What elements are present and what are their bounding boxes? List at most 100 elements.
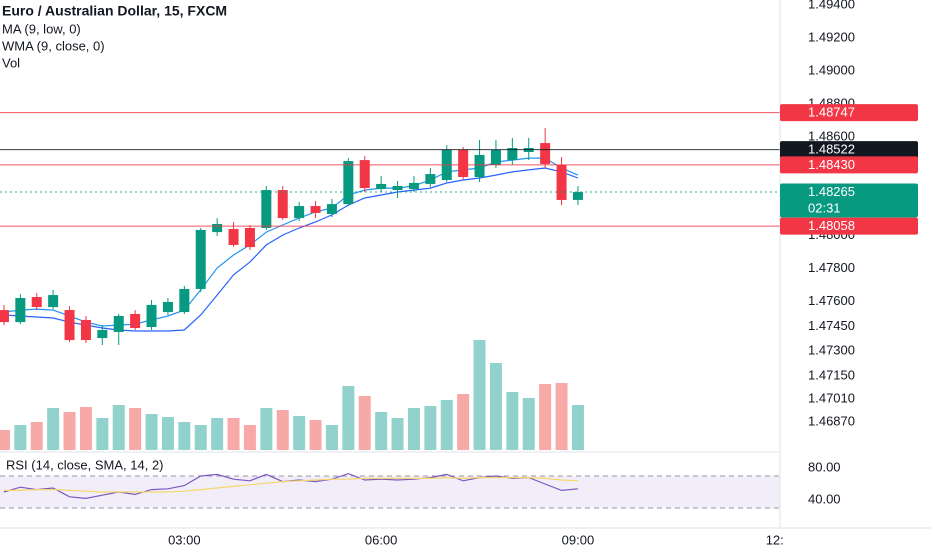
candle-body (572, 192, 583, 200)
volume-bar (407, 408, 420, 450)
candle-body (31, 297, 42, 308)
volume-bar (30, 422, 43, 450)
price-label: 1.48747 (808, 105, 855, 120)
volume-bar (112, 405, 125, 450)
volume-bar (293, 416, 306, 450)
volume-bar (522, 398, 535, 450)
candle-body (48, 295, 59, 308)
candle-body (277, 190, 288, 219)
candle-body (310, 206, 321, 213)
y-tick-label: 1.47150 (808, 367, 855, 382)
volume-bar (555, 383, 568, 450)
volume-bar (0, 430, 10, 450)
x-tick-label: 06:00 (365, 532, 398, 547)
volume-bar (161, 417, 174, 450)
candle-body (507, 148, 518, 161)
x-tick-label: 12: (766, 532, 784, 547)
y-tick-label: 1.48600 (808, 128, 855, 143)
price-label: 1.48522 (808, 142, 855, 157)
legend-entry: MA (9, low, 0) (2, 21, 81, 36)
y-tick-label: 1.49200 (808, 29, 855, 44)
candle-body (130, 314, 141, 329)
volume-bar (391, 418, 404, 450)
rsi-line (3, 476, 578, 493)
volume-bar (47, 408, 60, 450)
volume-bar (358, 396, 371, 450)
x-tick-label: 03:00 (168, 532, 201, 547)
volume-bar (96, 418, 109, 450)
volume-bar (440, 400, 453, 450)
y-tick-label: 1.47600 (808, 293, 855, 308)
candle-body (556, 165, 567, 200)
legend-entry: Vol (2, 55, 20, 70)
chart-title: Euro / Australian Dollar, 15, FXCM (2, 3, 227, 19)
y-tick-label: 1.47450 (808, 318, 855, 333)
volume-bar (260, 408, 273, 450)
price-label: 1.48265 (808, 184, 855, 199)
volume-bar (145, 414, 158, 450)
candle-body (490, 150, 501, 165)
candle-body (392, 185, 403, 191)
candle-body (359, 160, 370, 189)
candle-body (425, 174, 436, 184)
price-label-box (780, 104, 918, 122)
candle-body (540, 143, 551, 165)
candle-body (80, 319, 91, 341)
volume-bar (506, 392, 519, 450)
candle-body (97, 330, 108, 339)
volume-bar (79, 407, 92, 450)
rsi-title: RSI (14, close, SMA, 14, 2) (6, 457, 164, 472)
candle-body (228, 228, 239, 245)
candle-body (15, 298, 26, 323)
candle-body (261, 190, 272, 228)
candle-body (244, 227, 255, 248)
price-label-box (780, 183, 918, 218)
price-label: 1.48058 (808, 218, 855, 233)
price-countdown: 02:31 (808, 200, 841, 215)
candle-body (195, 229, 206, 289)
rsi-tick-label: 40.00 (808, 491, 841, 506)
volume-bar (539, 384, 552, 450)
candle-body (474, 154, 485, 178)
volume-bar (309, 420, 322, 450)
y-tick-label: 1.49000 (808, 62, 855, 77)
volume-bar (243, 425, 256, 450)
y-tick-label: 1.47010 (808, 390, 855, 405)
rsi-tick-label: 80.00 (808, 459, 841, 474)
axis-panel (781, 0, 932, 527)
y-tick-label: 1.46870 (808, 413, 855, 428)
candle-body (113, 315, 124, 332)
volume-bar (276, 410, 289, 450)
volume-bar (325, 425, 338, 450)
candle-body (179, 288, 190, 313)
volume-bar (473, 340, 486, 450)
candle-body (343, 161, 354, 205)
candle-body (294, 206, 305, 219)
volume-bar (571, 405, 584, 450)
legend-entry: WMA (9, close, 0) (2, 38, 105, 53)
y-tick-label: 1.49400 (808, 0, 855, 11)
price-label: 1.48430 (808, 157, 855, 172)
volume-bar (227, 418, 240, 450)
candle-body (146, 304, 157, 328)
volume-bar (129, 408, 142, 450)
volume-bar (178, 422, 191, 450)
candle-body (64, 310, 75, 341)
volume-bar (489, 363, 502, 450)
candle-body (0, 310, 9, 323)
volume-bar (424, 406, 437, 450)
plot (0, 112, 780, 509)
ma-line (3, 167, 579, 332)
candle-body (408, 182, 419, 190)
y-tick-label: 1.47800 (808, 260, 855, 275)
price-label-box (780, 141, 918, 159)
y-tick-label: 1.47300 (808, 343, 855, 358)
volume-bar (194, 425, 207, 450)
volume-bar (14, 425, 27, 450)
volume-bar (375, 412, 388, 450)
price-label-box (780, 217, 918, 235)
price-label-box (780, 156, 918, 174)
volume-bar (63, 412, 76, 450)
